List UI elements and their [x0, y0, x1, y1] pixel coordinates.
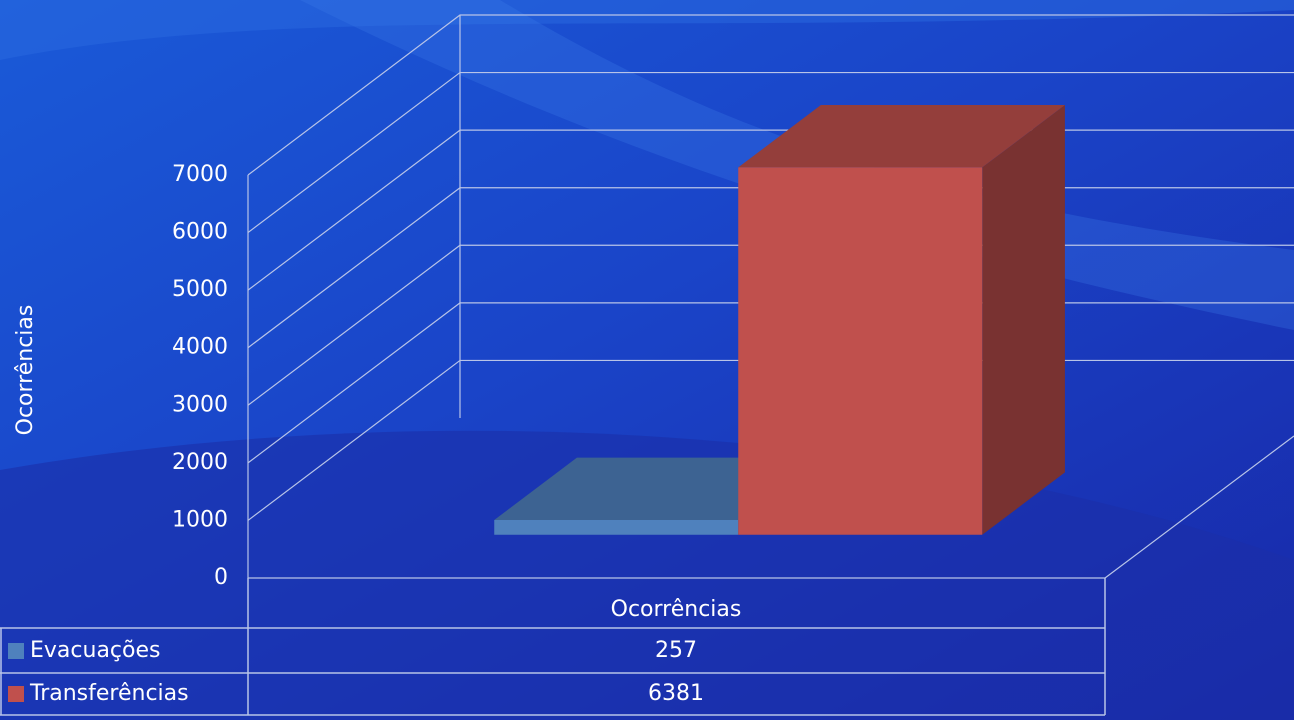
y-tick-label: 5000 [172, 277, 228, 302]
y-tick-label: 0 [214, 565, 228, 590]
bar-top [738, 105, 1065, 168]
y-tick-label: 4000 [172, 335, 228, 360]
bar-side [982, 105, 1065, 535]
legend-swatch [8, 643, 24, 659]
bar [494, 520, 739, 535]
grid-line [247, 71, 1294, 234]
legend-swatch [8, 686, 24, 702]
y-axis-label: Ocorrências [13, 305, 38, 436]
table-value: 6381 [648, 681, 704, 706]
table-value: 257 [655, 638, 697, 663]
legend-label: Evacuações [30, 638, 160, 663]
y-tick-label: 2000 [172, 450, 228, 475]
y-tick-label: 6000 [172, 220, 228, 245]
y-tick-label: 7000 [172, 162, 228, 187]
legend-label: Transferências [29, 681, 189, 706]
grid-line [247, 14, 1294, 176]
category-label: Ocorrências [611, 597, 742, 622]
y-tick-label: 3000 [172, 392, 228, 417]
y-tick-label: 1000 [172, 507, 228, 532]
bar [738, 167, 983, 535]
